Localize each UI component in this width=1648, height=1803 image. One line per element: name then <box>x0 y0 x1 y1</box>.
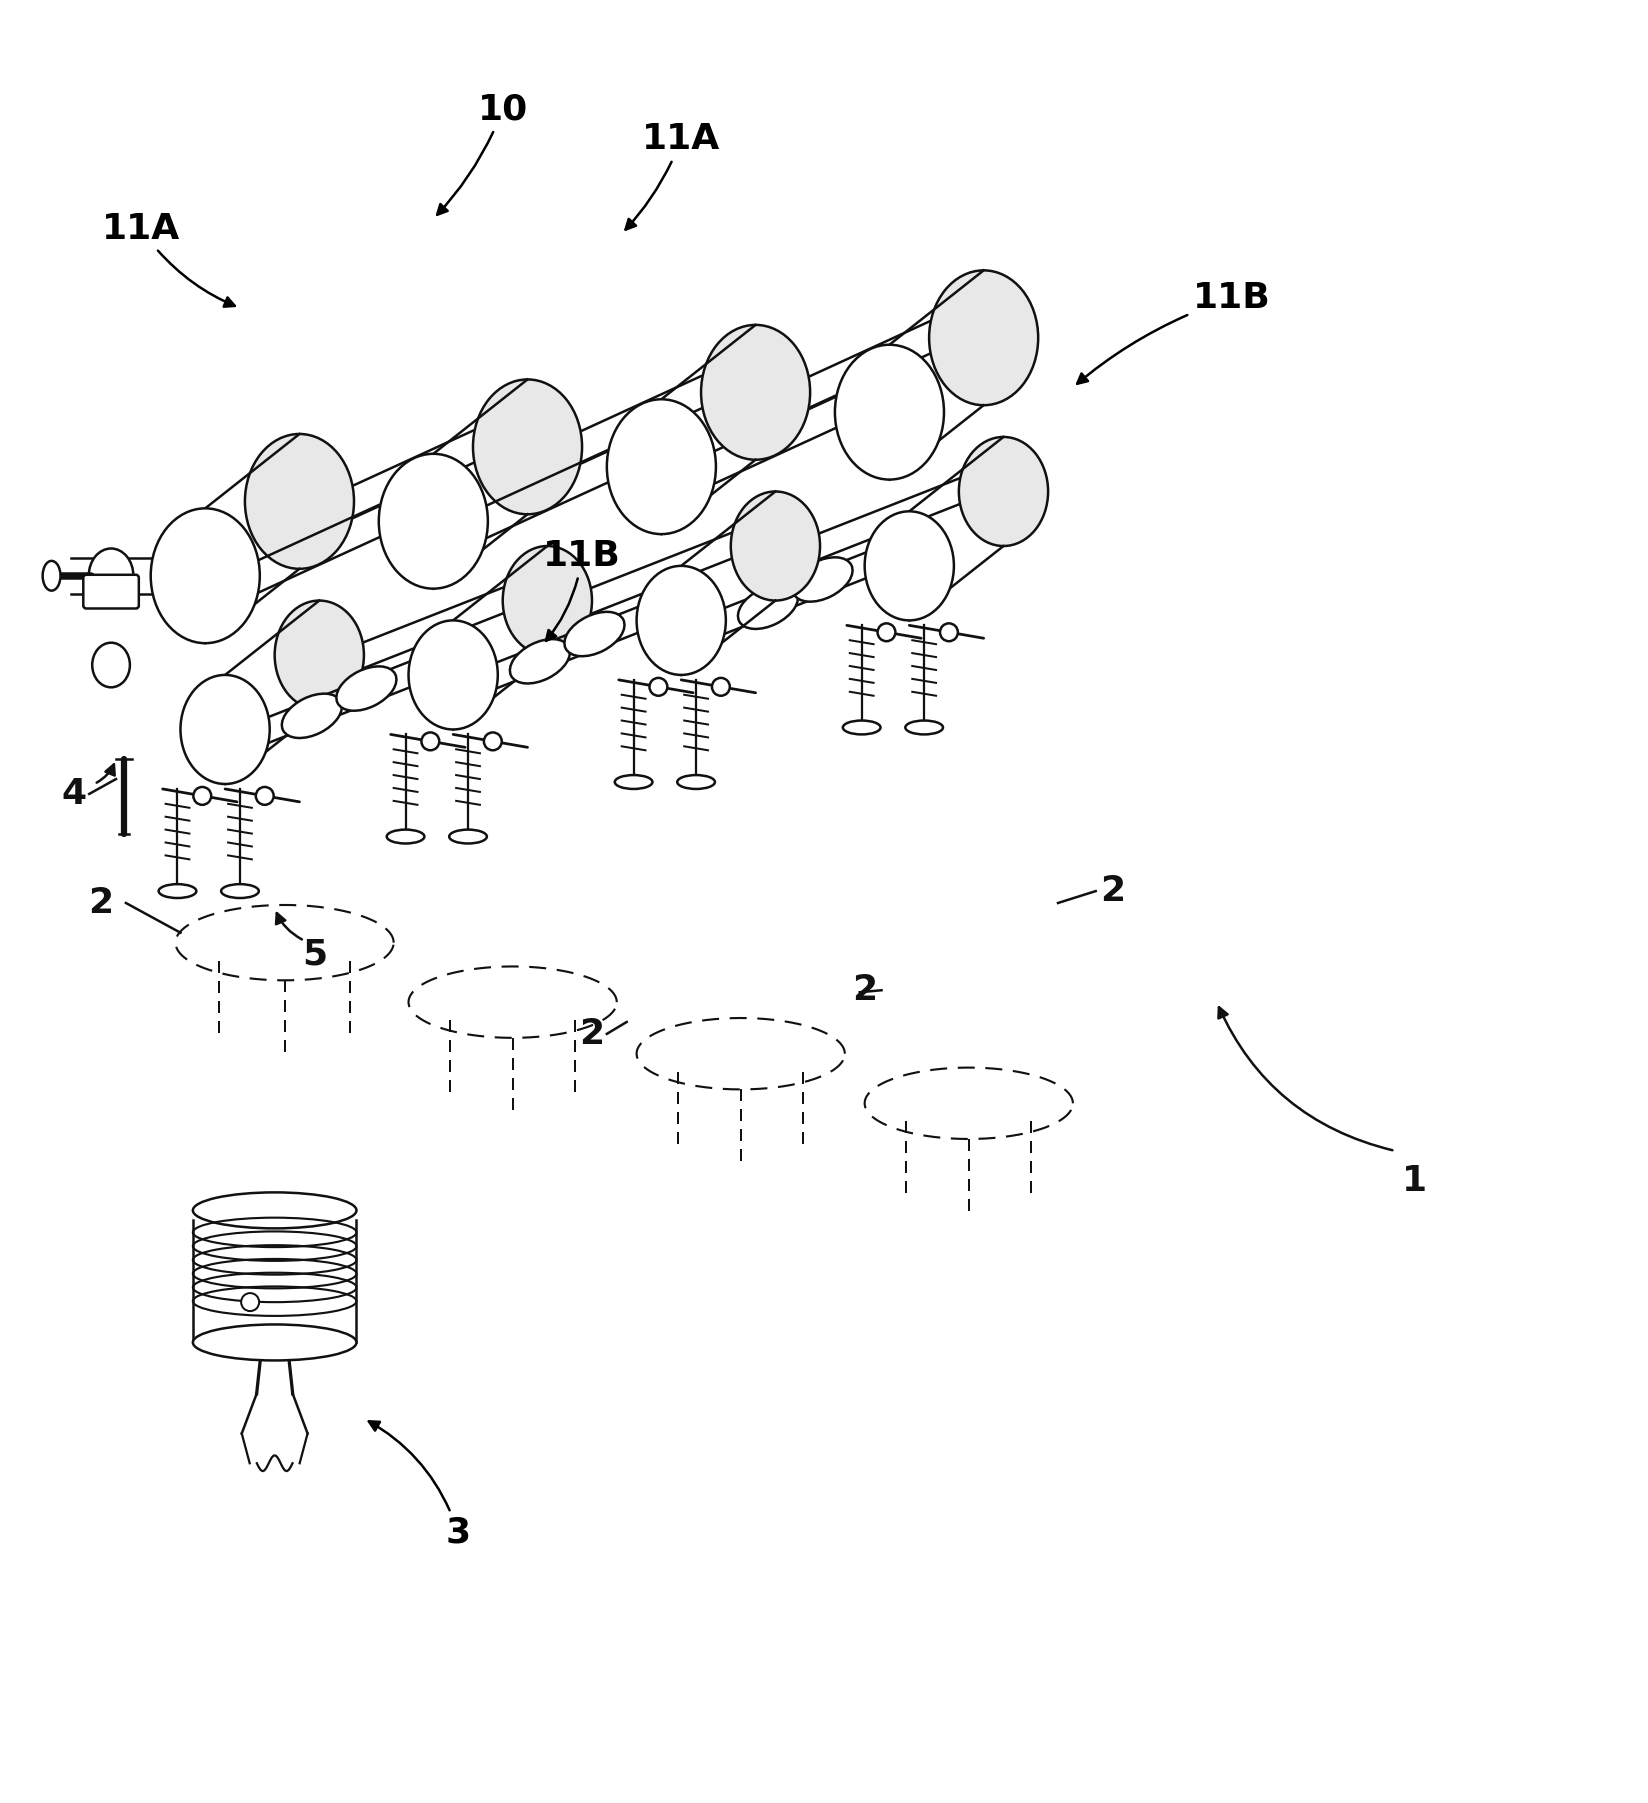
Ellipse shape <box>957 436 1048 546</box>
Ellipse shape <box>193 1325 356 1361</box>
Ellipse shape <box>193 1192 356 1228</box>
Text: 5: 5 <box>302 938 326 972</box>
Text: 1: 1 <box>1401 1163 1427 1197</box>
Ellipse shape <box>150 508 260 644</box>
Text: 2: 2 <box>89 885 114 920</box>
Circle shape <box>193 786 211 804</box>
Circle shape <box>483 732 501 750</box>
Ellipse shape <box>158 883 196 898</box>
Ellipse shape <box>842 721 880 734</box>
Ellipse shape <box>636 566 725 674</box>
Text: 11A: 11A <box>625 123 720 229</box>
Ellipse shape <box>730 492 819 600</box>
Ellipse shape <box>615 775 653 790</box>
Ellipse shape <box>606 398 715 534</box>
Ellipse shape <box>387 829 424 844</box>
Ellipse shape <box>448 829 486 844</box>
Ellipse shape <box>793 557 852 602</box>
Ellipse shape <box>246 435 354 568</box>
Text: 11B: 11B <box>542 539 621 640</box>
Ellipse shape <box>473 379 582 514</box>
Ellipse shape <box>336 667 396 710</box>
Ellipse shape <box>275 600 364 710</box>
Ellipse shape <box>905 721 943 734</box>
Text: 2: 2 <box>1099 874 1124 909</box>
Ellipse shape <box>89 548 133 602</box>
Ellipse shape <box>677 775 715 790</box>
Text: 11A: 11A <box>102 211 234 307</box>
Text: 2: 2 <box>578 1017 605 1051</box>
Ellipse shape <box>864 512 953 620</box>
Text: 10: 10 <box>437 92 527 215</box>
Text: 2: 2 <box>852 974 877 1008</box>
Ellipse shape <box>834 344 943 480</box>
Ellipse shape <box>564 611 625 656</box>
Ellipse shape <box>379 454 488 588</box>
Circle shape <box>649 678 667 696</box>
Ellipse shape <box>43 561 61 591</box>
Ellipse shape <box>180 674 270 784</box>
Circle shape <box>939 624 957 642</box>
Ellipse shape <box>92 642 130 687</box>
Ellipse shape <box>509 638 570 683</box>
Circle shape <box>877 624 895 642</box>
Circle shape <box>422 732 438 750</box>
Ellipse shape <box>700 325 809 460</box>
Circle shape <box>255 786 274 804</box>
Ellipse shape <box>928 270 1038 406</box>
Ellipse shape <box>738 584 798 629</box>
Ellipse shape <box>221 883 259 898</box>
Text: 11B: 11B <box>1076 281 1269 384</box>
Circle shape <box>712 678 730 696</box>
Ellipse shape <box>409 620 498 730</box>
Ellipse shape <box>282 694 341 737</box>
Text: 3: 3 <box>369 1421 470 1549</box>
Circle shape <box>241 1293 259 1311</box>
FancyBboxPatch shape <box>84 575 138 608</box>
Text: 4: 4 <box>61 777 87 811</box>
Ellipse shape <box>503 546 592 654</box>
